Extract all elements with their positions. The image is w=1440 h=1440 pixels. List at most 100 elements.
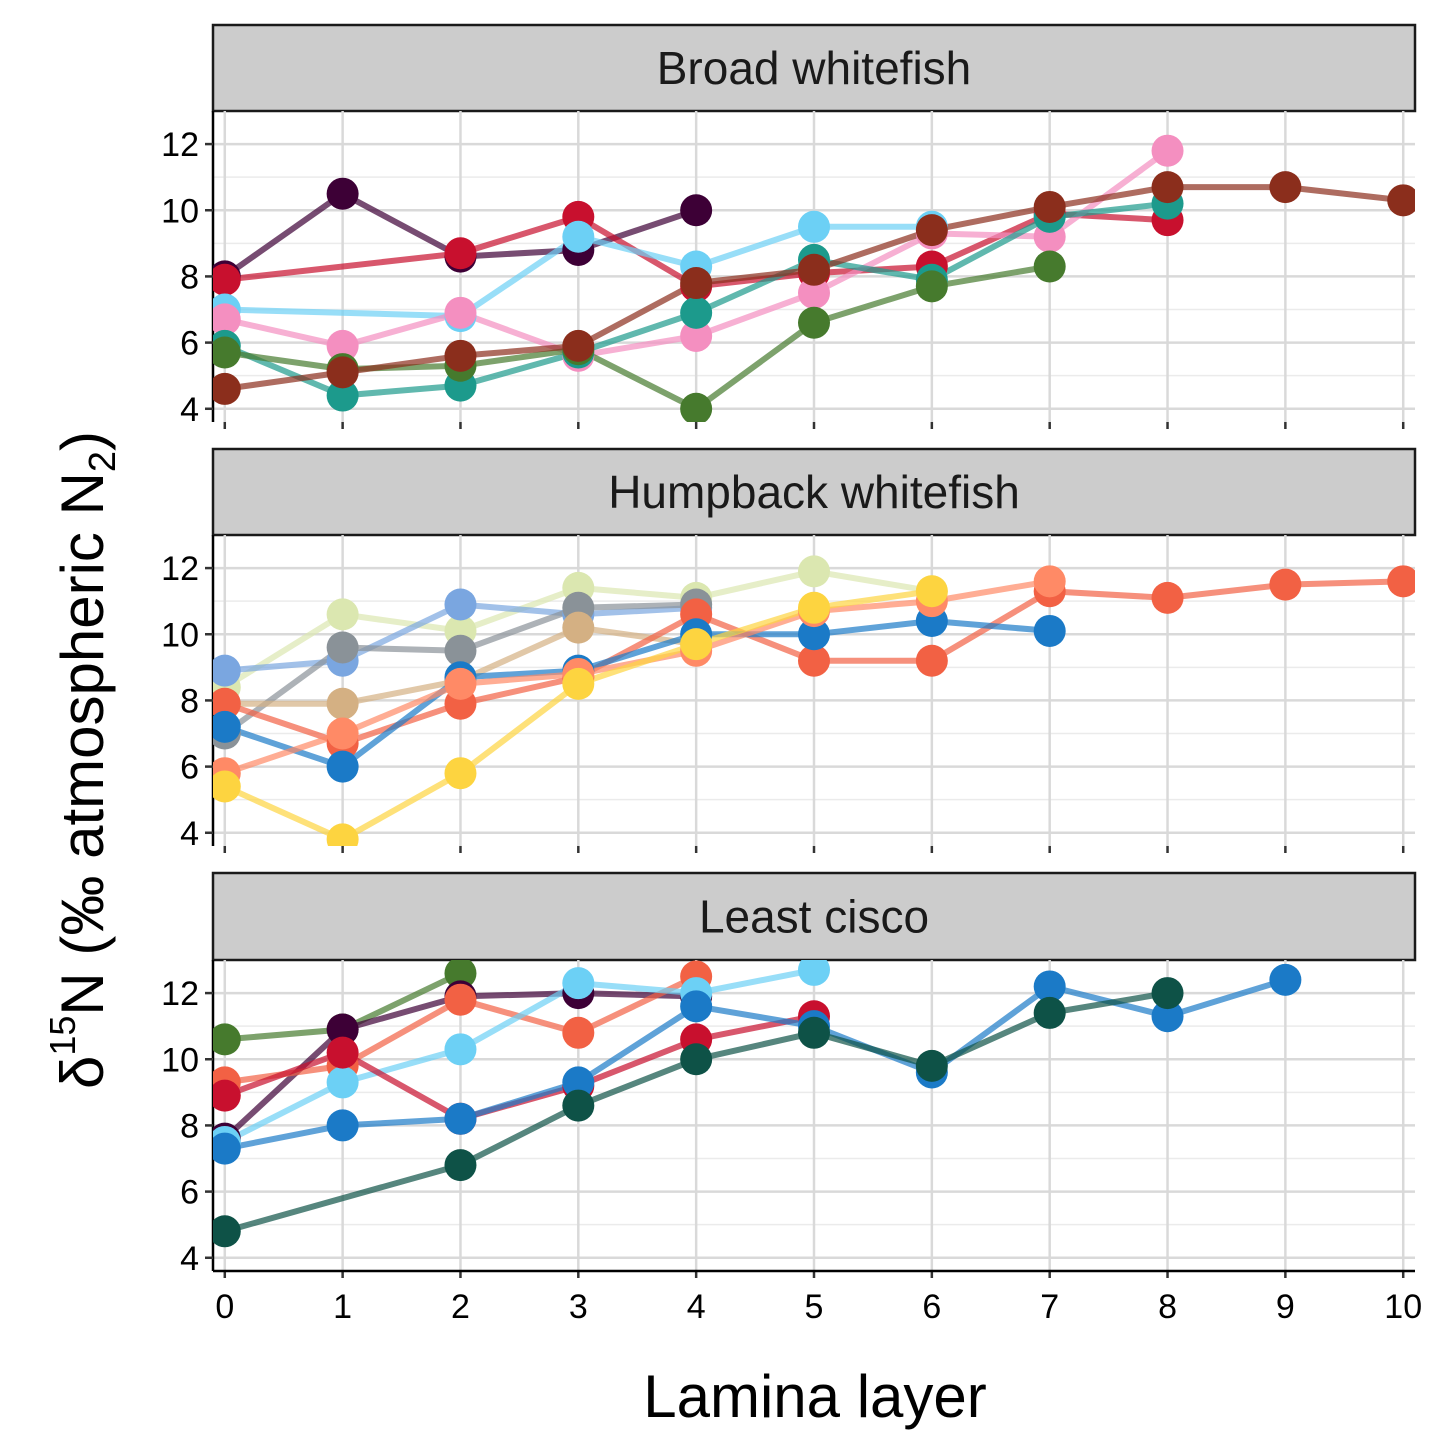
x-tick-label: 10: [1384, 1288, 1422, 1326]
data-point-series-7: [444, 1149, 477, 1182]
data-point-series-7: [680, 267, 713, 300]
x-tick-label: 9: [1276, 1288, 1295, 1326]
data-point-series-4: [562, 611, 595, 644]
data-point-series-4: [562, 967, 595, 1000]
facet-panel-3: Least cisco 4 6 8 10 12: [161, 871, 1417, 1278]
y-tick-label: 12: [161, 975, 199, 1013]
data-point-series-6: [1033, 250, 1066, 283]
y-axis-title-subscript: 2: [82, 451, 124, 472]
data-point-series-4: [798, 276, 830, 309]
data-point-series-4: [326, 1066, 359, 1099]
data-point-series-6: [1033, 614, 1066, 647]
facet-panel-2: Humpback whitefish 4 6 8 10 12: [161, 447, 1417, 853]
y-tick-label: 8: [180, 258, 199, 296]
data-point-series-5: [1269, 568, 1302, 601]
data-point-series-8: [213, 770, 241, 803]
data-point-series-7: [562, 1089, 595, 1122]
facet-panel-1: Broad whitefish 4 6 8 10 12: [161, 23, 1417, 429]
data-point-series-6: [562, 1066, 595, 1099]
data-point-series-7: [444, 667, 477, 700]
x-axis: 0 1 2 3 4 5 6 7 8 9 10: [213, 1269, 1422, 1326]
data-point-series-7: [1151, 977, 1184, 1010]
data-point-series-3: [444, 634, 477, 667]
series-line-4: [221, 966, 817, 1145]
data-point-series-1: [326, 177, 359, 210]
x-tick-label: 1: [333, 1288, 352, 1326]
data-point-series-7: [798, 1016, 830, 1049]
data-point-series-7: [915, 214, 948, 247]
data-point-series-2: [444, 237, 477, 270]
y-axis-title-close: ): [49, 431, 116, 451]
data-point-series-3: [562, 220, 595, 253]
data-point-series-4: [326, 687, 359, 720]
data-point-series-7: [213, 372, 241, 405]
data-point-series-6: [326, 750, 359, 783]
data-point-series-7: [213, 1215, 241, 1248]
data-point-series-4: [1151, 134, 1184, 167]
data-point-series-8: [562, 667, 595, 700]
y-axis-title-superscript: 15: [42, 1016, 83, 1056]
data-point-series-1: [798, 555, 830, 588]
data-point-series-5: [1151, 581, 1184, 614]
x-tick-label: 6: [922, 1288, 941, 1326]
x-tick-label: 0: [215, 1288, 234, 1326]
data-point-series-8: [798, 591, 830, 624]
data-point-series-6: [213, 1132, 241, 1165]
y-tick-label: 12: [161, 550, 199, 588]
data-point-series-4: [680, 319, 713, 352]
y-tick-label: 6: [180, 325, 199, 363]
data-point-series-2: [213, 654, 241, 687]
series-line-6: [221, 976, 1289, 1152]
y-tick-label: 6: [180, 1174, 199, 1212]
data-point-series-7: [326, 717, 359, 750]
data-point-series-3: [444, 983, 477, 1016]
data-point-series-2: [326, 1013, 359, 1046]
y-tick-label: 4: [180, 391, 199, 429]
data-point-series-7: [1387, 184, 1415, 217]
data-point-series-5: [680, 296, 713, 329]
data-point-series-5: [798, 644, 830, 677]
data-point-series-5: [326, 379, 359, 412]
data-point-series-7: [1033, 190, 1066, 223]
x-tick-label: 3: [569, 1288, 588, 1326]
data-point-series-2: [444, 588, 477, 621]
x-axis-title: Lamina layer: [643, 1363, 987, 1430]
series-line-2: [221, 210, 1171, 290]
data-point-series-1: [326, 598, 359, 631]
data-point-series-8: [915, 575, 948, 608]
y-tick-label: 10: [161, 616, 199, 654]
data-point-series-7: [915, 1049, 948, 1082]
data-point-series-7: [680, 1043, 713, 1076]
data-point-series-2: [213, 263, 241, 296]
facet-strip: [211, 23, 1417, 113]
series-group: [213, 555, 1415, 846]
data-point-series-3: [562, 1016, 595, 1049]
data-point-series-6: [213, 710, 241, 743]
y-tick-label: 4: [180, 1240, 199, 1278]
data-point-series-7: [444, 339, 477, 372]
data-point-series-6: [1033, 970, 1066, 1003]
x-tick-label: 8: [1158, 1288, 1177, 1326]
data-point-series-6: [798, 306, 830, 339]
facet-strip-title: Broad whitefish: [657, 42, 972, 94]
data-point-series-3: [798, 210, 830, 243]
data-point-series-7: [1033, 565, 1066, 598]
data-point-series-5: [1387, 565, 1415, 598]
x-tick-label: 4: [687, 1288, 706, 1326]
data-point-series-4: [213, 303, 241, 336]
y-tick-label: 8: [180, 682, 199, 720]
data-point-series-7: [1033, 996, 1066, 1029]
y-tick-label: 12: [161, 126, 199, 164]
data-point-series-6: [680, 392, 713, 422]
data-point-series-6: [915, 270, 948, 303]
data-point-series-6: [1151, 1000, 1184, 1033]
data-point-series-6: [1269, 963, 1302, 996]
data-point-series-6: [798, 618, 830, 651]
y-tick-label: 10: [161, 192, 199, 230]
data-point-series-1: [680, 194, 713, 227]
data-point-series-4: [444, 1033, 477, 1066]
data-point-series-6: [326, 1109, 359, 1142]
data-point-series-4: [444, 296, 477, 329]
